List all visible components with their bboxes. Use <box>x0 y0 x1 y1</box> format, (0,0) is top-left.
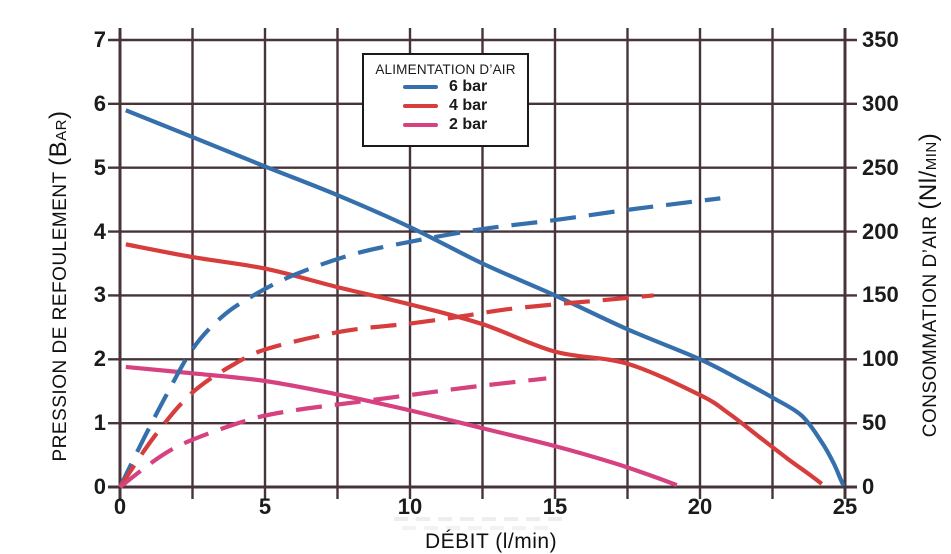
left-tick-0: 0 <box>93 474 106 499</box>
left-tick-1: 1 <box>93 410 106 436</box>
left-axis-unit-open: (B <box>45 140 72 166</box>
x-tick-25: 25 <box>832 494 858 519</box>
curve-4-bar-pression-de-refoulement <box>125 242 824 486</box>
legend-title: ALIMENTATION D’AIR <box>375 62 516 77</box>
right-tick-0: 0 <box>862 474 875 499</box>
curve-2-bar-consommation-d-air <box>118 376 547 489</box>
legend-swatch-4bar <box>403 103 438 108</box>
right-tick-150: 150 <box>862 282 899 308</box>
right-axis-unit-close: ) <box>915 132 942 142</box>
right-tick-300: 300 <box>862 90 899 116</box>
curve-6-bar-consommation-d-air <box>118 196 721 488</box>
left-axis-unit-smallcaps: AR <box>53 119 70 141</box>
x-tick-0: 0 <box>113 494 127 519</box>
x-tick-15: 15 <box>542 494 568 519</box>
left-tick-7: 7 <box>93 27 106 52</box>
scan-ghost-artifact <box>394 517 569 521</box>
x-axis-title: DÉBIT (l/min) <box>424 530 558 553</box>
legend-swatch-6bar <box>403 84 438 89</box>
legend-item-2bar: 2 bar <box>364 115 527 134</box>
right-axis-title: CONSOMMATION D’AIR (Nl/MIN) <box>915 133 943 437</box>
legend-swatch-2bar <box>403 122 438 127</box>
curve-6-bar-pression-de-refoulement <box>125 108 846 487</box>
right-axis-unit-open: (Nl/ <box>915 170 942 210</box>
x-tick-5: 5 <box>258 494 272 519</box>
left-tick-3: 3 <box>93 282 106 308</box>
right-axis-unit-smallcaps: MIN <box>923 141 940 171</box>
right-tick-200: 200 <box>862 218 899 244</box>
right-axis-title-text: CONSOMMATION D’AIR <box>920 209 941 438</box>
left-tick-4: 4 <box>93 218 106 244</box>
curve-2-bar-pression-de-refoulement <box>125 364 678 488</box>
right-tick-250: 250 <box>862 154 899 180</box>
left-tick-2: 2 <box>93 346 106 372</box>
x-tick-10: 10 <box>397 494 423 519</box>
left-axis-title: PRESSION DE REFOULEMENT (BAR) <box>45 111 73 462</box>
legend-item-4bar: 4 bar <box>364 96 527 115</box>
left-axis-title-text: PRESSION DE REFOULEMENT <box>50 165 71 462</box>
legend-box: ALIMENTATION D’AIR 6 bar 4 bar 2 bar <box>362 53 529 147</box>
left-tick-5: 5 <box>93 154 106 180</box>
legend-item-6bar: 6 bar <box>364 77 527 96</box>
legend-label-6bar: 6 bar <box>449 77 488 95</box>
legend-label-4bar: 4 bar <box>449 96 488 114</box>
data-curves <box>118 108 846 489</box>
right-tick-50: 50 <box>862 410 887 436</box>
right-tick-100: 100 <box>862 346 899 372</box>
legend-label-2bar: 2 bar <box>449 115 488 133</box>
x-tick-20: 20 <box>687 494 713 519</box>
curve-4-bar-consommation-d-air <box>118 293 654 489</box>
left-axis-unit-close: ) <box>45 110 72 120</box>
scan-ghost-artifact <box>402 526 552 530</box>
right-tick-350: 350 <box>862 27 899 52</box>
left-tick-6: 6 <box>93 90 106 116</box>
